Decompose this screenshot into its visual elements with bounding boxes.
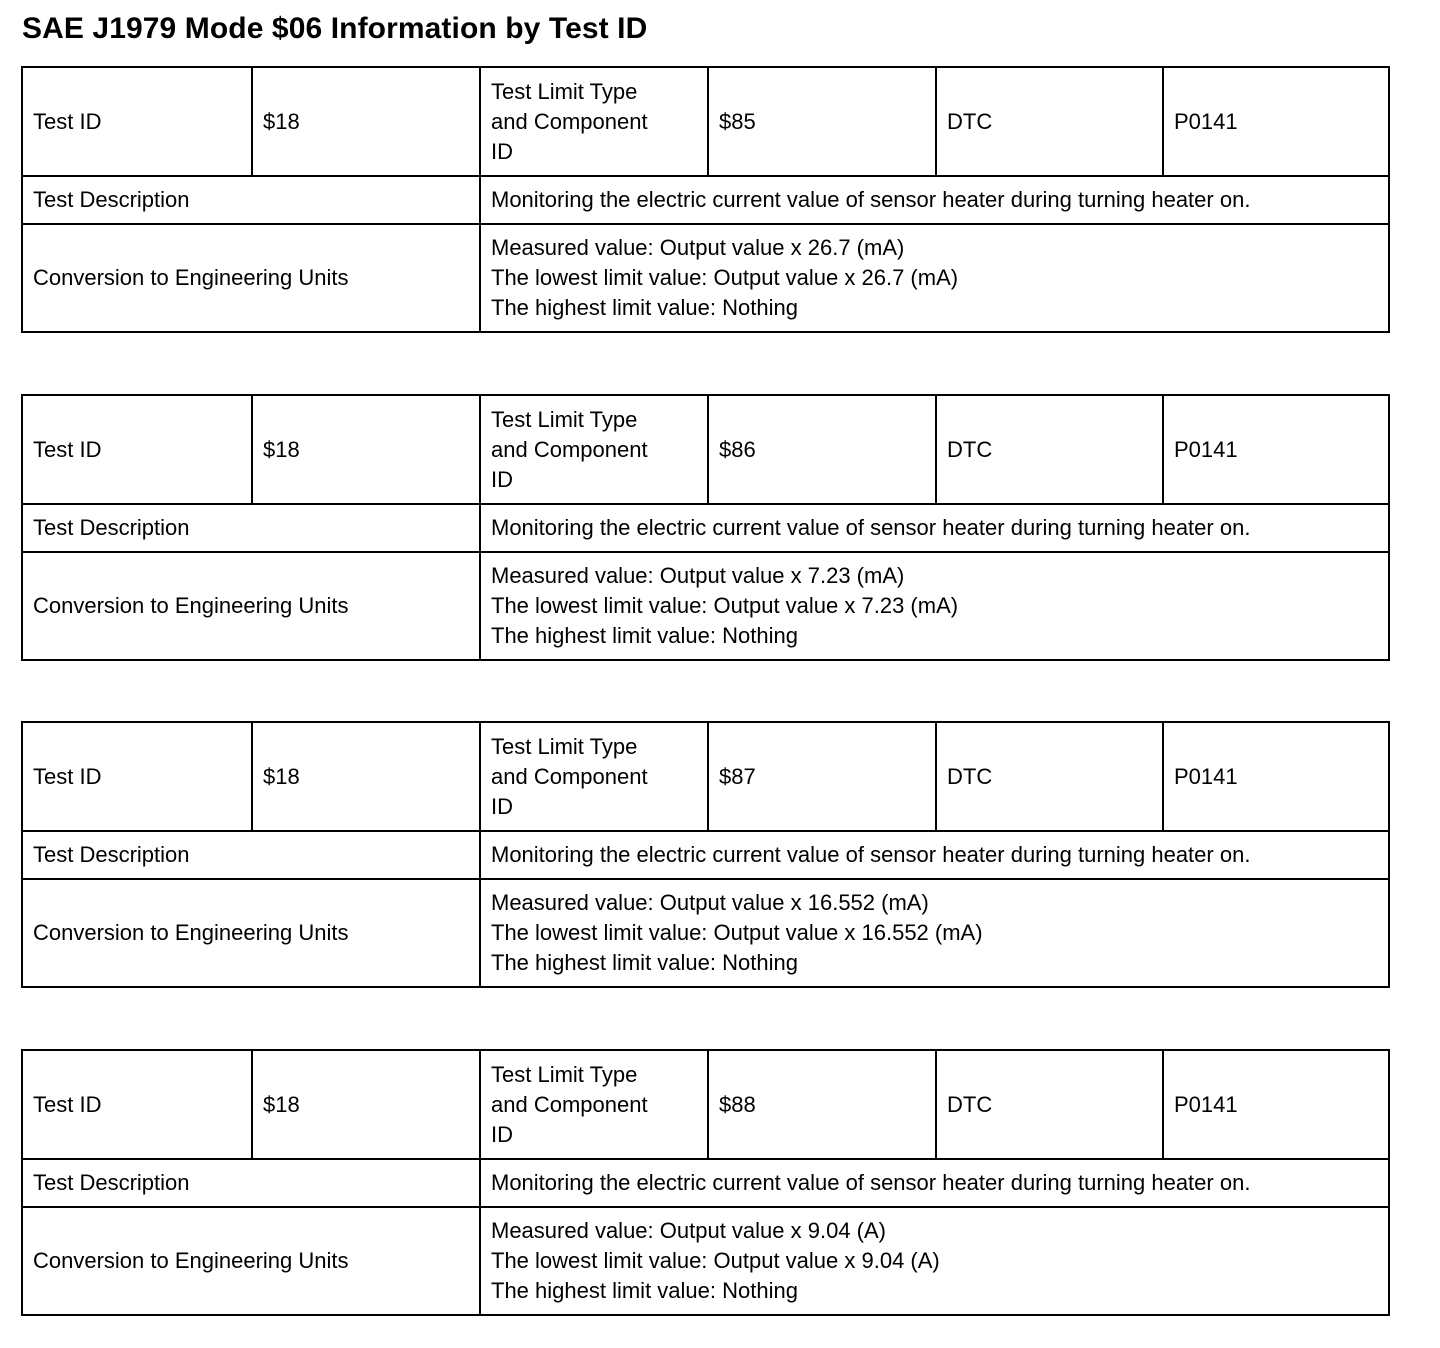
table-row: Test ID $18 Test Limit Type and Component …: [21, 721, 1390, 832]
table-row: Test ID $18 Test Limit Type and Component …: [21, 1049, 1390, 1160]
test-id-value: $18: [251, 721, 481, 832]
conversion-label: Conversion to Engineering Units: [21, 1206, 481, 1316]
conversion-line: Measured value: Output value x 9.04 (A): [491, 1218, 886, 1243]
limit-type-label: Test Limit Type and Component ID: [479, 721, 709, 832]
test-id-table: Test ID $18 Test Limit Type and Component …: [21, 721, 1390, 988]
test-id-value: $18: [251, 66, 481, 177]
dtc-value: P0141: [1162, 66, 1390, 177]
table-row: Test Description Monitoring the electric …: [21, 1158, 1390, 1208]
conversion-line: The lowest limit value: Output value x 1…: [491, 920, 983, 945]
table-row: Test Description Monitoring the electric …: [21, 175, 1390, 225]
limit-type-label: Test Limit Type and Component ID: [479, 1049, 709, 1160]
table-row: Conversion to Engineering Units Measured …: [21, 223, 1390, 333]
test-description-label: Test Description: [21, 175, 481, 225]
test-id-label: Test ID: [21, 66, 253, 177]
table-row: Conversion to Engineering Units Measured …: [21, 878, 1390, 988]
dtc-label: DTC: [935, 66, 1164, 177]
table-row: Conversion to Engineering Units Measured …: [21, 1206, 1390, 1316]
test-description-value: Monitoring the electric current value of…: [479, 830, 1390, 880]
conversion-line: The highest limit value: Nothing: [491, 623, 798, 648]
dtc-label: DTC: [935, 721, 1164, 832]
dtc-value: P0141: [1162, 721, 1390, 832]
test-description-label: Test Description: [21, 1158, 481, 1208]
conversion-line: Measured value: Output value x 16.552 (m…: [491, 890, 929, 915]
table-row: Conversion to Engineering Units Measured …: [21, 551, 1390, 661]
table-row: Test Description Monitoring the electric …: [21, 503, 1390, 553]
conversion-value: Measured value: Output value x 16.552 (m…: [479, 878, 1390, 988]
test-id-label: Test ID: [21, 394, 253, 505]
conversion-line: The highest limit value: Nothing: [491, 295, 798, 320]
test-description-value: Monitoring the electric current value of…: [479, 175, 1390, 225]
page-title: SAE J1979 Mode $06 Information by Test I…: [22, 12, 648, 45]
limit-type-value: $87: [707, 721, 937, 832]
test-id-table: Test ID $18 Test Limit Type and Component …: [21, 394, 1390, 661]
dtc-label: DTC: [935, 1049, 1164, 1160]
test-description-label: Test Description: [21, 503, 481, 553]
test-description-value: Monitoring the electric current value of…: [479, 1158, 1390, 1208]
test-id-table: Test ID $18 Test Limit Type and Component …: [21, 66, 1390, 333]
conversion-line: The highest limit value: Nothing: [491, 1278, 798, 1303]
limit-type-label: Test Limit Type and Component ID: [479, 394, 709, 505]
conversion-line: The lowest limit value: Output value x 7…: [491, 593, 959, 618]
table-row: Test ID $18 Test Limit Type and Component …: [21, 394, 1390, 505]
conversion-value: Measured value: Output value x 7.23 (mA)…: [479, 551, 1390, 661]
conversion-label: Conversion to Engineering Units: [21, 551, 481, 661]
conversion-value: Measured value: Output value x 9.04 (A) T…: [479, 1206, 1390, 1316]
conversion-value: Measured value: Output value x 26.7 (mA)…: [479, 223, 1390, 333]
test-id-label: Test ID: [21, 721, 253, 832]
test-id-label: Test ID: [21, 1049, 253, 1160]
conversion-line: The lowest limit value: Output value x 9…: [491, 1248, 940, 1273]
conversion-line: Measured value: Output value x 26.7 (mA): [491, 235, 905, 260]
table-row: Test Description Monitoring the electric …: [21, 830, 1390, 880]
test-id-value: $18: [251, 394, 481, 505]
test-id-table: Test ID $18 Test Limit Type and Component …: [21, 1049, 1390, 1316]
conversion-label: Conversion to Engineering Units: [21, 223, 481, 333]
test-description-value: Monitoring the electric current value of…: [479, 503, 1390, 553]
limit-type-value: $85: [707, 66, 937, 177]
table-row: Test ID $18 Test Limit Type and Component …: [21, 66, 1390, 177]
dtc-label: DTC: [935, 394, 1164, 505]
test-description-label: Test Description: [21, 830, 481, 880]
conversion-line: Measured value: Output value x 7.23 (mA): [491, 563, 905, 588]
conversion-label: Conversion to Engineering Units: [21, 878, 481, 988]
limit-type-value: $88: [707, 1049, 937, 1160]
test-id-value: $18: [251, 1049, 481, 1160]
conversion-line: The highest limit value: Nothing: [491, 950, 798, 975]
limit-type-label: Test Limit Type and Component ID: [479, 66, 709, 177]
dtc-value: P0141: [1162, 394, 1390, 505]
limit-type-value: $86: [707, 394, 937, 505]
dtc-value: P0141: [1162, 1049, 1390, 1160]
conversion-line: The lowest limit value: Output value x 2…: [491, 265, 959, 290]
